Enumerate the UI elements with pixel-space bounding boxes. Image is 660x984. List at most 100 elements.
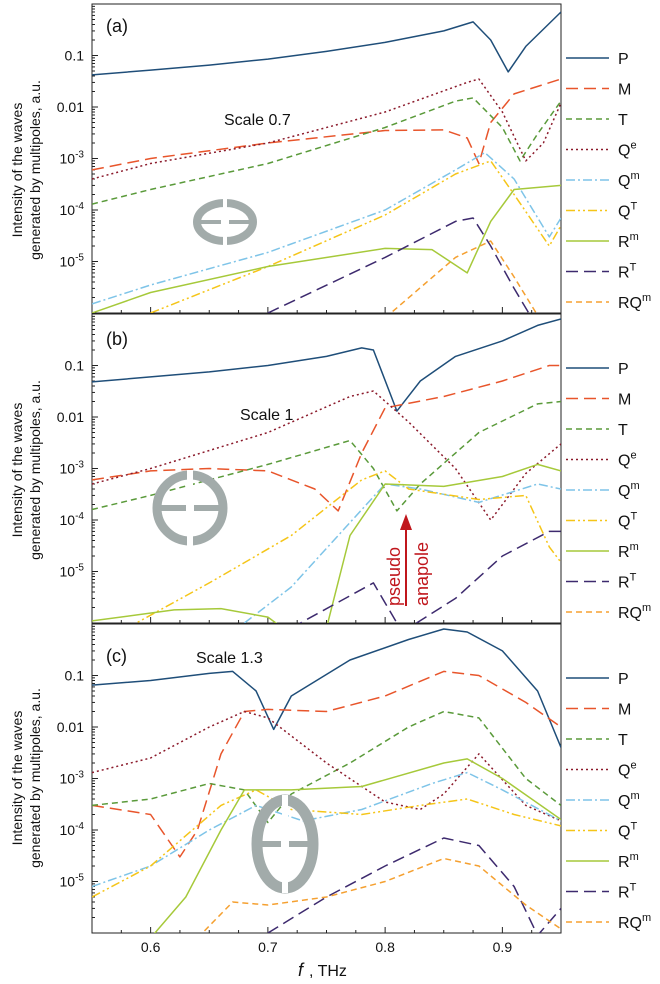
- series-line-rqm: [389, 240, 538, 313]
- y-label-line1: Intensity of the waves: [9, 103, 25, 238]
- anapole-arrow-head: [400, 514, 412, 530]
- legend-label: T: [618, 732, 628, 749]
- series-line-p: [92, 11, 561, 76]
- panel-c-scale-label: Scale 1.3: [196, 650, 263, 667]
- legend-label: RT: [618, 262, 637, 282]
- x-axis-ticks: 0.6 0.7 0.8 0.9: [141, 939, 512, 955]
- panel-a-scale-label: Scale 0.7: [224, 112, 291, 129]
- legend-label: Rm: [618, 231, 639, 251]
- x-axis-label-var: f: [298, 960, 305, 980]
- y-tick-label: 0.01: [57, 409, 84, 425]
- series-line-rm: [92, 184, 561, 313]
- y-tick-label: 10-5: [60, 873, 85, 890]
- srr-icon-small: [193, 199, 257, 247]
- panel-c-y-ticks: 0.1 0.01 10-3 10-4 10-5: [57, 625, 562, 934]
- series-line-qt: [150, 160, 561, 313]
- series-line-rt: [267, 217, 530, 313]
- panel-a-label: (a): [106, 16, 128, 36]
- y-axis-labels: Intensity of the waves generated by mult…: [9, 80, 43, 868]
- y-tick-label: 10-4: [60, 511, 85, 528]
- panel-b-label: (b): [106, 329, 128, 349]
- y-label-line2: generated by multipoles, a.u.: [27, 688, 43, 868]
- legend-panel-1: PMT Qe Qm QT Rm RT RQm: [566, 51, 651, 312]
- series-line-m: [92, 670, 561, 858]
- panel-a-y-ticks: 0.1 0.01 10-3 10-4 10-5: [57, 5, 562, 314]
- y-tick-label: 10-3: [60, 770, 85, 787]
- x-tick-label: 0.9: [493, 939, 513, 955]
- y-tick-label: 10-5: [60, 563, 85, 580]
- series-line-qt: [134, 470, 561, 623]
- series-line-qe: [92, 78, 561, 180]
- pseudo-anapole-annotation: pseudo anapole: [384, 514, 432, 606]
- panel-c-frame: [91, 623, 562, 934]
- legend-label: Qe: [618, 140, 637, 160]
- legend-label: Qe: [618, 450, 637, 470]
- y-tick-label: 10-4: [60, 201, 85, 218]
- legend-label: QT: [618, 201, 637, 221]
- legend-label: P: [618, 671, 629, 688]
- legend-label: Qm: [618, 790, 640, 810]
- series-line-qe: [92, 390, 561, 521]
- panel-a: 0.1 0.01 10-3 10-4 10-5 (a) Scale 0.7: [57, 3, 562, 314]
- y-tick-label: 0.01: [57, 99, 84, 115]
- series-line-qm: [92, 771, 561, 888]
- legend-label: QT: [618, 511, 637, 531]
- annotation-pseudo: pseudo: [384, 547, 404, 606]
- panel-c: 0.1 0.01 10-3 10-4 10-5 (c) Scale 1.3: [57, 623, 562, 934]
- series-line-rqm: [201, 857, 561, 933]
- x-tick-label: 0.7: [258, 939, 278, 955]
- series-line-m: [92, 364, 561, 512]
- panel-a-series: [92, 11, 561, 313]
- series-line-qe: [92, 710, 561, 822]
- legend-label: M: [618, 82, 631, 99]
- legend-label: T: [618, 112, 628, 129]
- legend-label: Rm: [618, 541, 639, 561]
- series-line-rt: [267, 837, 561, 933]
- annotation-anapole: anapole: [412, 542, 432, 606]
- legend-label: RT: [618, 882, 637, 902]
- panel-b-scale-label: Scale 1: [240, 407, 293, 424]
- y-tick-label: 0.1: [65, 358, 85, 374]
- series-line-t: [92, 710, 561, 824]
- legend-panel-3: PMT Qe Qm QT Rm RT RQm: [566, 671, 651, 932]
- legend-label: RQm: [618, 912, 651, 932]
- panel-b-frame: [91, 313, 562, 624]
- y-label-line2: generated by multipoles, a.u.: [27, 80, 43, 260]
- series-line-rt: [298, 530, 561, 623]
- srr-icon-large: [251, 794, 319, 894]
- panel-c-series: [92, 628, 561, 933]
- series-line-m: [92, 78, 561, 171]
- series-line-p: [92, 628, 561, 748]
- x-tick-label: 0.8: [375, 939, 395, 955]
- legend-label: Qm: [618, 170, 640, 190]
- y-tick-label: 10-5: [60, 253, 85, 270]
- x-tick-label: 0.6: [141, 939, 161, 955]
- panel-b-y-ticks: 0.1 0.01 10-3 10-4 10-5: [57, 315, 562, 624]
- panel-b-series: [92, 318, 561, 623]
- y-label-line2: generated by multipoles, a.u.: [27, 380, 43, 560]
- series-line-rm: [92, 463, 561, 623]
- srr-icon-medium: [152, 470, 228, 546]
- legend-label: Rm: [618, 851, 639, 871]
- legend-label: RQm: [618, 602, 651, 622]
- series-line-qm: [243, 483, 561, 623]
- series-line-p: [92, 318, 561, 412]
- y-tick-label: 0.01: [57, 719, 84, 735]
- series-line-qt: [92, 789, 561, 898]
- y-label-line1: Intensity of the waves: [9, 403, 25, 538]
- series-line-rm: [153, 758, 561, 933]
- y-tick-label: 10-3: [60, 150, 85, 167]
- legend-label: QT: [618, 821, 637, 841]
- y-label-line1: Intensity of the waves: [9, 711, 25, 846]
- legend-label: Qe: [618, 760, 637, 780]
- legend-label: P: [618, 51, 629, 68]
- legend-panel-2: PMT Qe Qm QT Rm RT RQm: [566, 361, 651, 622]
- legend-label: RT: [618, 572, 637, 592]
- panel-c-label: (c): [106, 646, 127, 666]
- legend-label: T: [618, 422, 628, 439]
- legend-label: M: [618, 702, 631, 719]
- panel-b: 0.1 0.01 10-3 10-4 10-5 (b) Scale 1 pseudo a…: [57, 313, 562, 624]
- x-axis-label-unit: , THz: [309, 963, 347, 980]
- legend-label: RQm: [618, 292, 651, 312]
